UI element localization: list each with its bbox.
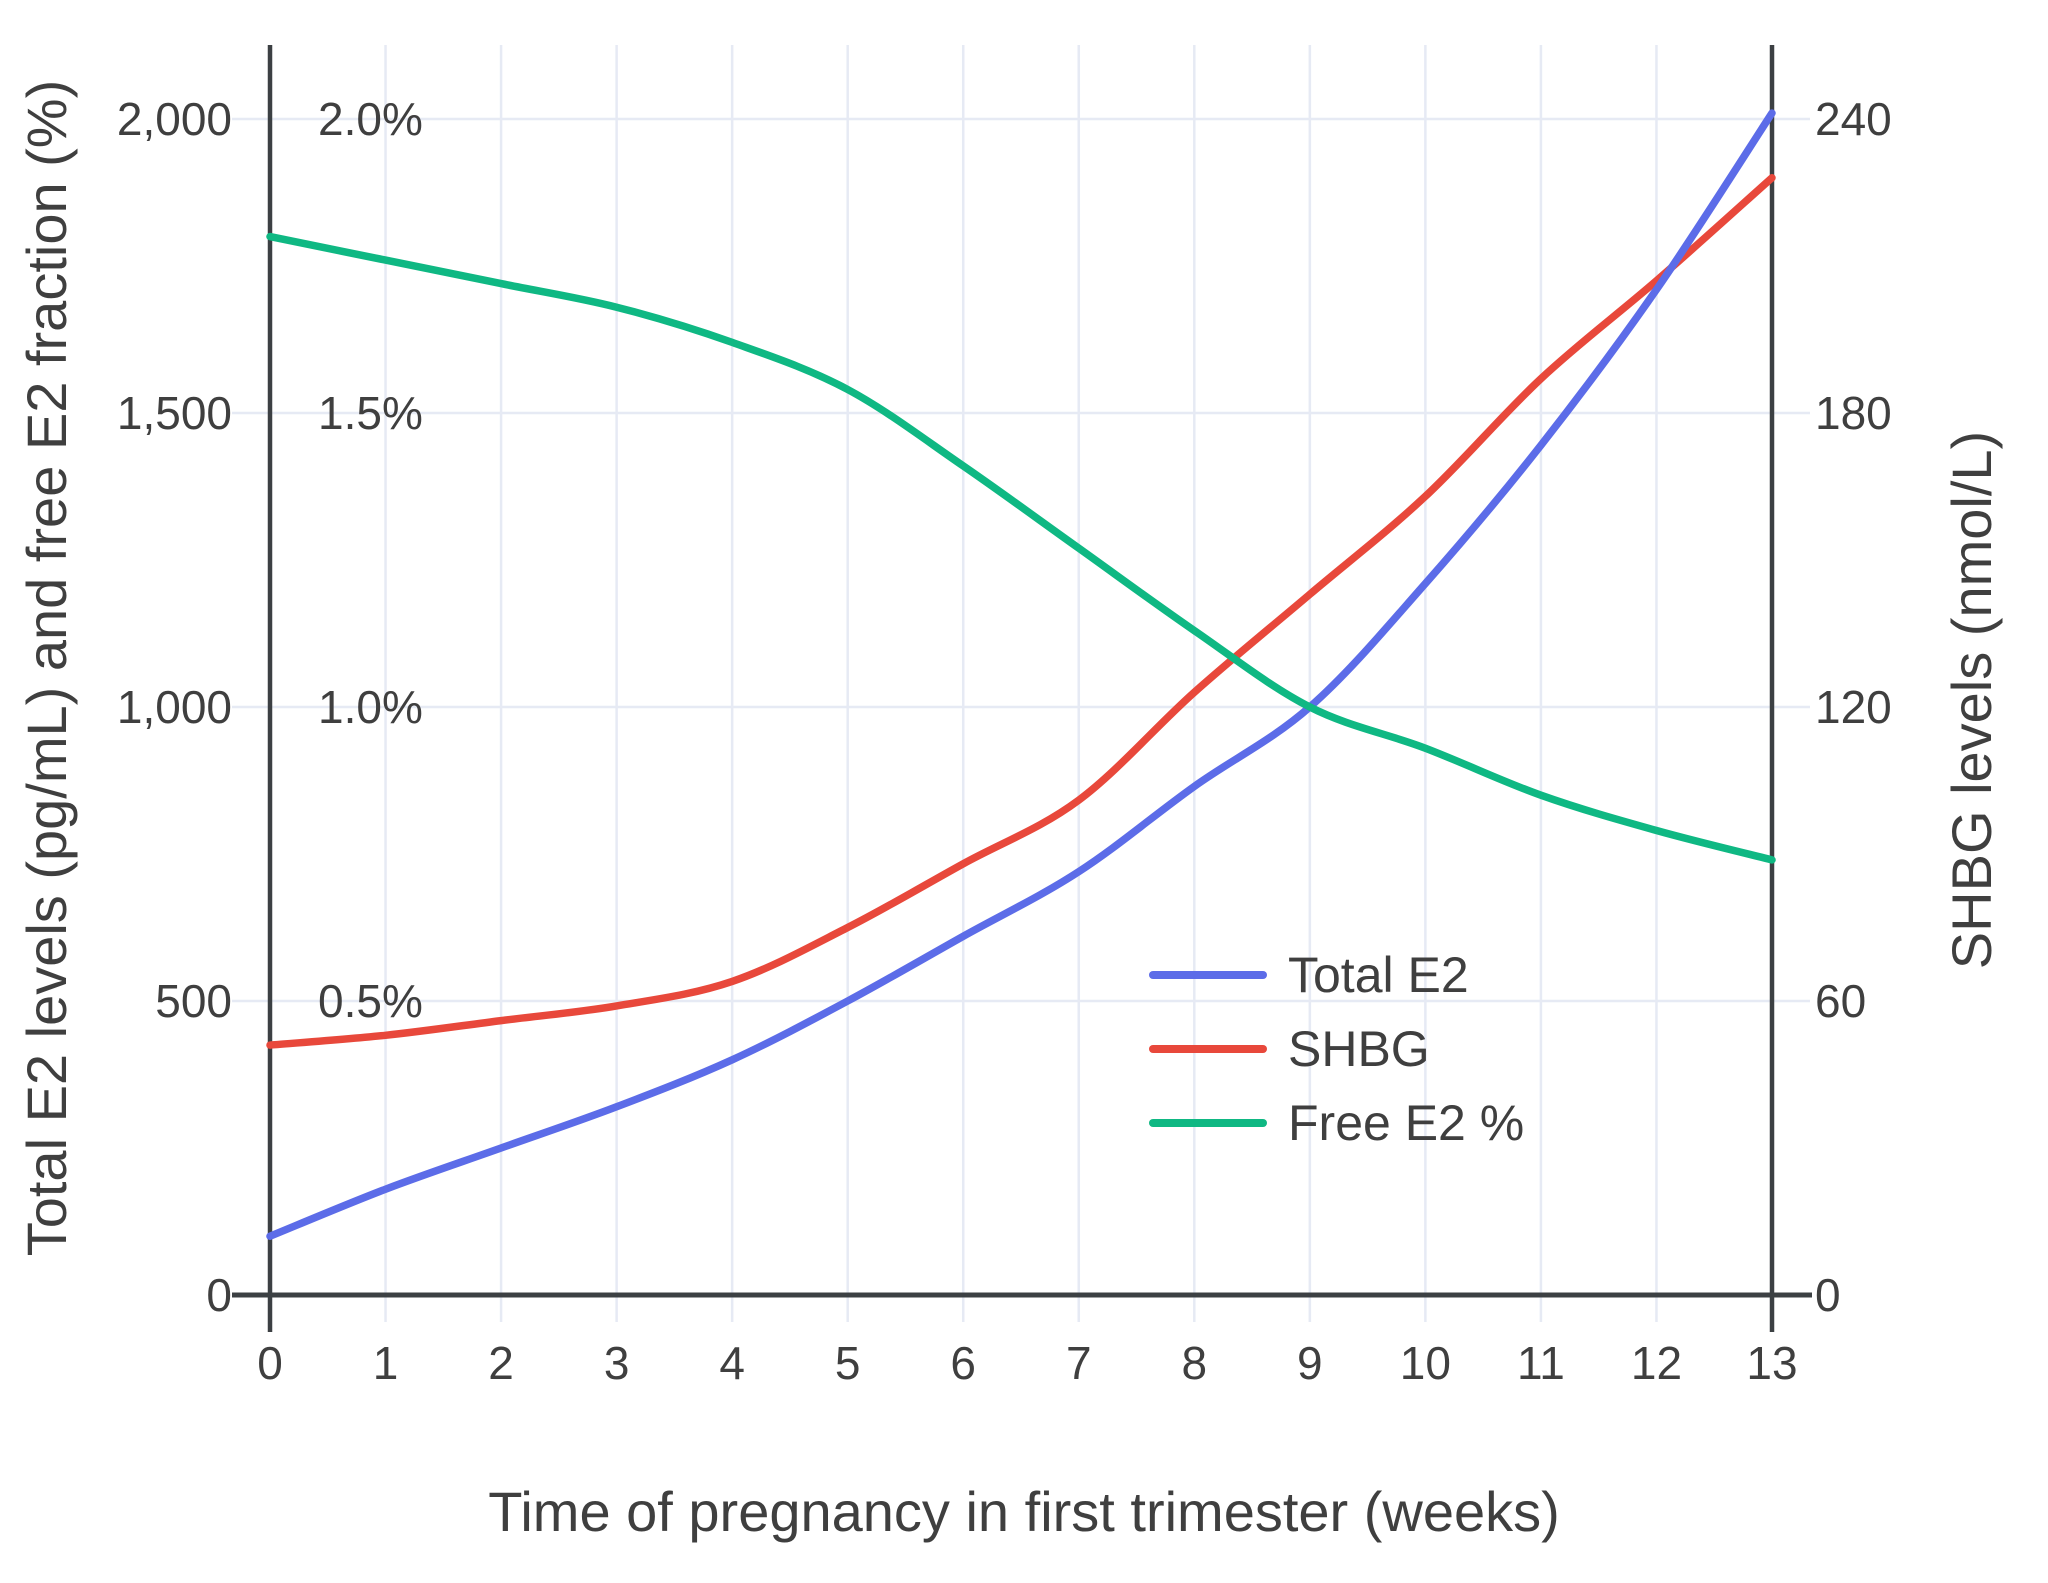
legend-swatch-total-e2 (1149, 971, 1267, 979)
y-axis-left-tick-label: 0 (206, 1269, 232, 1321)
legend-swatch-shbg (1149, 1045, 1267, 1053)
y-axis-left-tick-label: 2,000 (116, 93, 232, 145)
series-line-total-e2 (266, 109, 1776, 1240)
y-axis-right-tick-label: 120 (1815, 681, 1892, 733)
y-axis-left-title: Total E2 levels (pg/mL) and free E2 frac… (15, 79, 78, 1257)
y-axis-left-tick-label: 1,500 (116, 387, 232, 439)
legend-label-free-e2-pct: Free E2 % (1288, 1095, 1525, 1151)
free-e2-percent-tick-label: 1.0% (318, 681, 423, 733)
y-axis-right-tick-label: 240 (1815, 93, 1892, 145)
legend-item-total-e2[interactable]: Total E2 (1149, 938, 1524, 1012)
x-axis-title: Time of pregnancy in first trimester (we… (488, 1480, 1560, 1543)
series-line-free-e2 (266, 232, 1776, 864)
x-axis-tick-label: 9 (1297, 1337, 1323, 1389)
x-axis-tick-label: 11 (1517, 1337, 1565, 1389)
x-axis-tick-label: 1 (372, 1337, 399, 1389)
x-axis-tick-label: 10 (1399, 1337, 1451, 1389)
x-axis-tick-label: 4 (719, 1337, 745, 1389)
y-axis-right-tick-label: 0 (1815, 1269, 1841, 1321)
x-axis-tick-label: 5 (834, 1337, 861, 1389)
x-axis-tick-label: 3 (603, 1337, 630, 1389)
legend: Total E2 SHBG Free E2 % (1149, 938, 1524, 1160)
free-e2-percent-tick-label: 2.0% (318, 93, 423, 145)
x-axis-tick-label: 8 (1181, 1337, 1208, 1389)
y-axis-right-tick-label: 60 (1815, 975, 1867, 1027)
x-axis-tick-label: 2 (488, 1337, 514, 1389)
legend-swatch-free-e2-pct (1149, 1119, 1267, 1127)
y-axis-right-tick-label: 180 (1815, 387, 1892, 439)
legend-label-shbg: SHBG (1288, 1021, 1430, 1077)
legend-item-shbg[interactable]: SHBG (1149, 1012, 1524, 1086)
x-axis-tick-label: 12 (1630, 1337, 1683, 1389)
y-axis-left-tick-label: 500 (155, 975, 232, 1027)
x-axis-tick-label: 7 (1065, 1337, 1092, 1389)
series-line-shbg (266, 174, 1776, 1049)
legend-item-free-e2-pct[interactable]: Free E2 % (1149, 1086, 1524, 1160)
x-axis-tick-label: 13 (1746, 1337, 1798, 1389)
y-axis-left-tick-label: 1,000 (116, 681, 232, 733)
x-axis-tick-label: 6 (950, 1337, 977, 1389)
free-e2-percent-tick-label: 0.5% (318, 975, 423, 1027)
legend-label-total-e2: Total E2 (1288, 947, 1469, 1003)
y-axis-right-title: SHBG levels (nmol/L) (1940, 430, 2003, 970)
x-axis-tick-label: 0 (257, 1337, 283, 1389)
free-e2-percent-tick-label: 1.5% (318, 387, 423, 439)
